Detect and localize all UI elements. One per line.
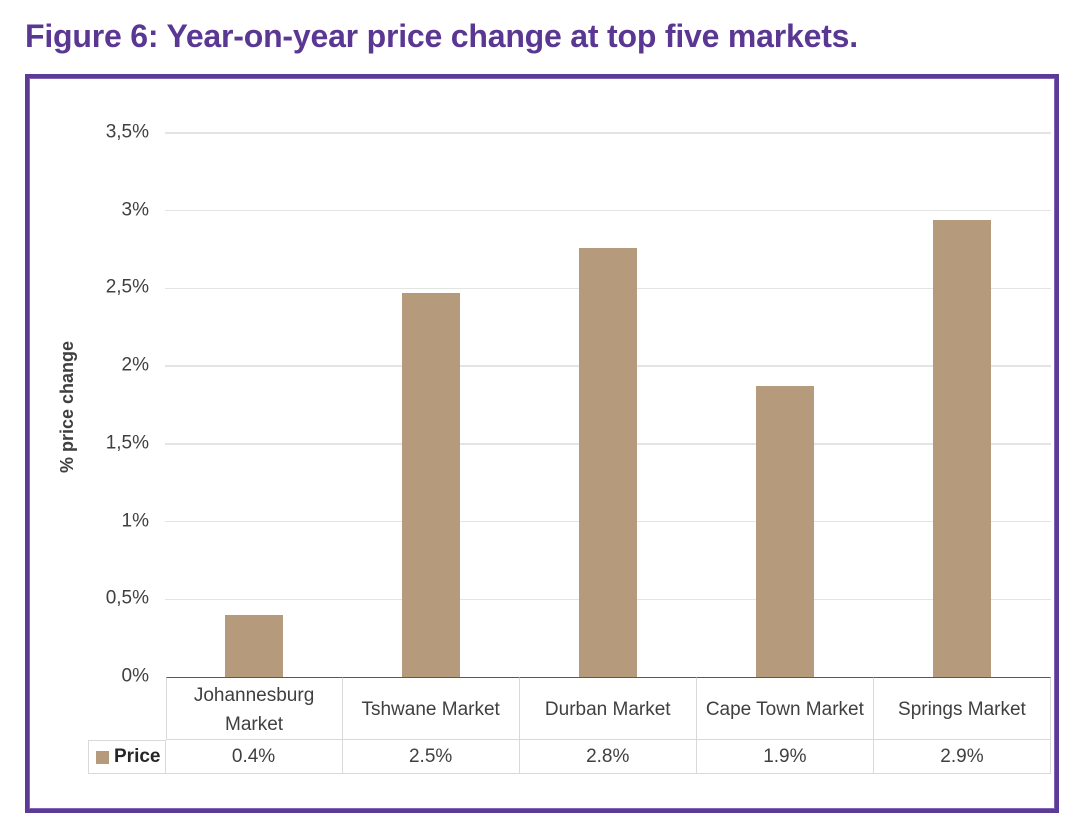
category-label: Cape Town Market (696, 677, 874, 740)
series-value-cell: 2.9% (873, 740, 1051, 774)
y-axis-tick-label: 0,5% (105, 587, 149, 609)
bar-cape-town-market (756, 386, 815, 677)
category-label: Tshwane Market (342, 677, 520, 740)
plot-area: % price change Johannesburg Market Tshwan… (29, 78, 1055, 809)
bar-johannesburg-market (225, 614, 284, 677)
series-legend-label: Price (114, 746, 161, 767)
bar-durban-market (579, 248, 638, 677)
y-axis-tick-label: 3% (121, 199, 149, 221)
bar-tshwane-market (402, 293, 461, 677)
gridline (165, 132, 1051, 134)
bar-springs-market (933, 220, 992, 677)
category-label: Durban Market (519, 677, 697, 740)
table-corner-cell (88, 677, 166, 740)
gridline (165, 209, 1051, 212)
series-value-cell: 2.8% (519, 740, 697, 774)
price-series-swatch (96, 750, 109, 764)
y-axis-tick-label: 2,5% (105, 276, 149, 298)
y-axis-tick-label: 2% (121, 354, 149, 376)
figure-title: Figure 6: Year-on-year price change at t… (25, 18, 858, 54)
data-table: Johannesburg Market Tshwane Market Durban … (88, 677, 1051, 774)
chart-frame: % price change Johannesburg Market Tshwan… (25, 74, 1059, 813)
series-value-cell: 0.4% (165, 740, 343, 774)
series-value-cell: 2.5% (342, 740, 520, 774)
y-axis-tick-label: 0% (121, 665, 149, 687)
category-label: Johannesburg Market (165, 677, 343, 740)
y-axis-tick-label: 1,5% (105, 432, 149, 454)
category-label: Springs Market (873, 677, 1051, 740)
y-axis-tick-label: 3,5% (105, 121, 149, 143)
series-legend-cell: Price (88, 740, 166, 774)
series-value-cell: 1.9% (696, 740, 874, 774)
y-axis-tick-label: 1% (121, 510, 149, 532)
